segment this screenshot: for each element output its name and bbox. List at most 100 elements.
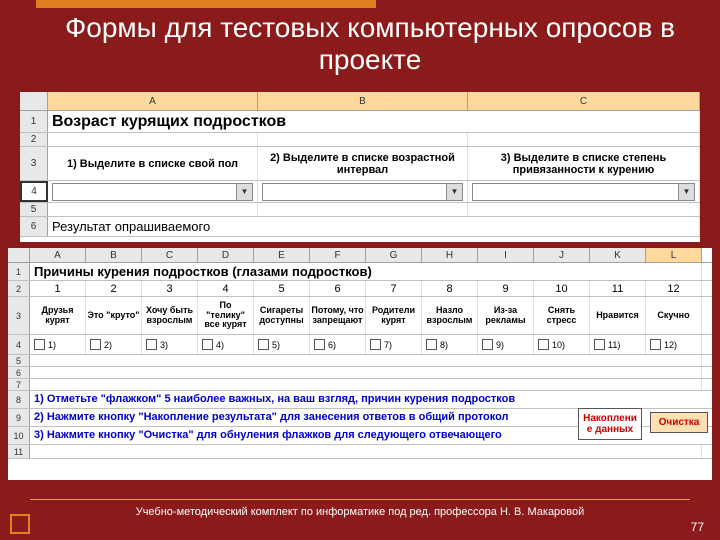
accumulate-button[interactable]: Накоплени е данных	[578, 408, 642, 440]
checkbox-cell[interactable]: 8)	[422, 335, 478, 354]
col-header-g[interactable]: G	[366, 248, 422, 262]
accent-bar	[36, 0, 376, 8]
col-header-b[interactable]: B	[86, 248, 142, 262]
checkbox-icon	[594, 339, 605, 350]
row-header[interactable]: 3	[8, 297, 30, 334]
checkbox-icon	[258, 339, 269, 350]
row-header[interactable]: 5	[20, 203, 48, 216]
reason-label: Из-за рекламы	[478, 297, 534, 334]
dropdown-attachment[interactable]: ▼	[472, 183, 695, 201]
checkbox-cell[interactable]: 2)	[86, 335, 142, 354]
chevron-down-icon: ▼	[236, 184, 252, 200]
checkbox-label: 9)	[496, 340, 504, 350]
checkbox-cell[interactable]: 10)	[534, 335, 590, 354]
dropdown-gender[interactable]: ▼	[52, 183, 253, 201]
checkbox-cell[interactable]: 3)	[142, 335, 198, 354]
col-header-f[interactable]: F	[310, 248, 366, 262]
col-header-d[interactable]: D	[198, 248, 254, 262]
row-header[interactable]: 4	[8, 335, 30, 354]
row-header[interactable]: 6	[8, 367, 30, 378]
reason-label: Родители курят	[366, 297, 422, 334]
checkbox-cell[interactable]: 9)	[478, 335, 534, 354]
col-header-h[interactable]: H	[422, 248, 478, 262]
reason-label: Хочу быть взрослым	[142, 297, 198, 334]
clear-button[interactable]: Очистка	[650, 412, 708, 433]
row-header[interactable]: 1	[8, 263, 30, 280]
row-header[interactable]: 6	[20, 217, 48, 236]
footer-text: Учебно-методический комплект по информат…	[40, 506, 680, 518]
checkbox-label: 12)	[664, 340, 677, 350]
checkbox-cell[interactable]: 11)	[590, 335, 646, 354]
checkbox-cell[interactable]: 5)	[254, 335, 310, 354]
row-header[interactable]: 2	[20, 133, 48, 146]
checkbox-label: 2)	[104, 340, 112, 350]
checkbox-label: 7)	[384, 340, 392, 350]
number-cell: 1	[30, 281, 86, 296]
number-cell: 7	[366, 281, 422, 296]
checkbox-icon	[426, 339, 437, 350]
row-header[interactable]: 2	[8, 281, 30, 296]
reason-label: По "телику" все курят	[198, 297, 254, 334]
checkbox-label: 8)	[440, 340, 448, 350]
row-header[interactable]: 1	[20, 111, 48, 132]
number-cell: 4	[198, 281, 254, 296]
col-header-j[interactable]: J	[534, 248, 590, 262]
chevron-down-icon: ▼	[678, 184, 694, 200]
row-header[interactable]: 5	[8, 355, 30, 366]
checkbox-cell[interactable]: 6)	[310, 335, 366, 354]
reason-label: Потому, что запрещают	[310, 297, 366, 334]
col-header-k[interactable]: K	[590, 248, 646, 262]
row-header[interactable]: 10	[8, 427, 30, 444]
checkbox-icon	[482, 339, 493, 350]
number-cell: 11	[590, 281, 646, 296]
col-header-a[interactable]: A	[30, 248, 86, 262]
reason-label: Друзья курят	[30, 297, 86, 334]
question-1: 1) Выделите в списке свой пол	[48, 147, 258, 180]
row-header[interactable]: 3	[20, 147, 48, 180]
col-header-b[interactable]: B	[258, 92, 468, 110]
checkbox-cell[interactable]: 12)	[646, 335, 702, 354]
row-header[interactable]: 11	[8, 445, 30, 458]
row-header[interactable]: 8	[8, 391, 30, 408]
col-header-a[interactable]: A	[48, 92, 258, 110]
checkbox-cell[interactable]: 7)	[366, 335, 422, 354]
reason-label: Назло взрослым	[422, 297, 478, 334]
dropdown-age[interactable]: ▼	[262, 183, 463, 201]
number-cell: 3	[142, 281, 198, 296]
checkbox-icon	[202, 339, 213, 350]
row-header-selected[interactable]: 4	[20, 181, 48, 202]
instruction-2: 2) Нажмите кнопку "Накопление результата…	[30, 409, 590, 426]
number-cell: 10	[534, 281, 590, 296]
checkbox-icon	[538, 339, 549, 350]
checkbox-label: 11)	[608, 340, 620, 350]
corner-cell	[20, 92, 48, 110]
slide-title: Формы для тестовых компьютерных опросов …	[40, 12, 700, 76]
checkbox-icon	[314, 339, 325, 350]
checkbox-cell[interactable]: 1)	[30, 335, 86, 354]
question-3: 3) Выделите в списке степень привязаннос…	[468, 147, 700, 180]
col-header-c[interactable]: C	[468, 92, 700, 110]
checkbox-icon	[90, 339, 101, 350]
col-header-e[interactable]: E	[254, 248, 310, 262]
checkbox-label: 5)	[272, 340, 280, 350]
col-header-c[interactable]: C	[142, 248, 198, 262]
checkbox-cell[interactable]: 4)	[198, 335, 254, 354]
instruction-1: 1) Отметьте "флажком" 5 наиболее важных,…	[30, 391, 590, 408]
result-label: Результат опрашиваемого	[48, 217, 700, 236]
column-headers: A B C	[20, 92, 700, 111]
row-header[interactable]: 9	[8, 409, 30, 426]
number-cell: 6	[310, 281, 366, 296]
checkbox-label: 4)	[216, 340, 224, 350]
checkbox-icon	[370, 339, 381, 350]
sheet2-title: Причины курения подростков (глазами подр…	[30, 263, 702, 280]
reason-label: Снять стресс	[534, 297, 590, 334]
reason-label: Сигареты доступны	[254, 297, 310, 334]
spreadsheet-2: ABCDEFGHIJKL 1 Причины курения подростко…	[8, 248, 712, 480]
chevron-down-icon: ▼	[446, 184, 462, 200]
instruction-3: 3) Нажмите кнопку "Очистка" для обнулени…	[30, 427, 590, 444]
question-2: 2) Выделите в списке возрастной интервал	[258, 147, 468, 180]
row-header[interactable]: 7	[8, 379, 30, 390]
col-header-l[interactable]: L	[646, 248, 702, 262]
checkbox-icon	[146, 339, 157, 350]
col-header-i[interactable]: I	[478, 248, 534, 262]
